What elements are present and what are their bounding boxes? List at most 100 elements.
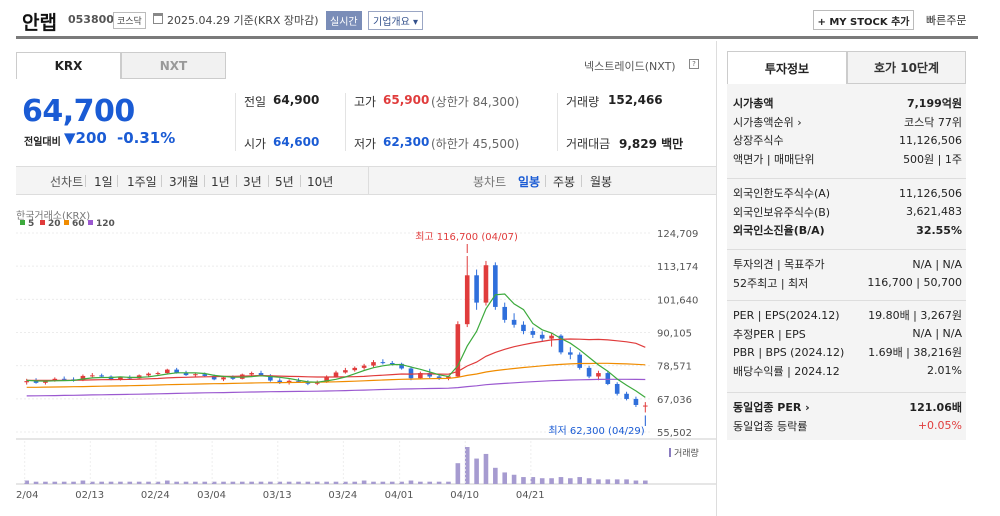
panel-row-divider <box>727 300 966 301</box>
invest-info-label: 액면가 | 매매단위 <box>733 152 815 166</box>
volume-bar <box>61 481 67 484</box>
period-toolbar <box>16 166 716 195</box>
invest-info-row: 외국인보유주식수(B) 3,621,483 <box>733 203 962 221</box>
ma120-line <box>26 378 646 397</box>
period-10y[interactable]: 10년 <box>307 175 334 189</box>
period-3m[interactable]: 3개월 <box>169 175 199 189</box>
period-3y[interactable]: 3년 <box>243 175 262 189</box>
ma20-line <box>26 338 646 381</box>
volume-bar <box>146 481 151 484</box>
volume-bar <box>427 481 433 484</box>
x-tick-label: 02/24 <box>141 490 170 501</box>
open-value: 64,600 <box>273 135 320 149</box>
y-tick-label: 78,571 <box>657 362 692 373</box>
volume-bar <box>174 481 179 484</box>
stock-code: 053800 <box>68 13 114 26</box>
invest-info-row: 추정PER | EPS N/A | N/A <box>733 325 962 343</box>
candle-body <box>118 377 123 380</box>
volume-bar <box>118 481 123 484</box>
candle-body <box>455 324 461 377</box>
chart-source: 한국거래소(KRX) <box>16 211 91 222</box>
candle-body <box>33 381 39 383</box>
invest-info-row: PBR | BPS (2024.12) 1.69배 | 38,216원 <box>733 343 962 361</box>
candlestick-chart[interactable]: 5 20 60 120 124,709 113,174 101,640 90,105 78,57… <box>16 200 716 516</box>
candle-body <box>146 373 151 376</box>
legend-swatch <box>40 220 45 225</box>
x-tick-label: 03/04 <box>197 490 226 501</box>
candle-chart-tab[interactable]: 봉차트 <box>473 175 507 189</box>
period-1y[interactable]: 1년 <box>211 175 230 189</box>
help-icon[interactable]: ? <box>689 59 699 69</box>
mystock-add-button[interactable]: + MY STOCK 추가 <box>813 10 914 30</box>
volume-bar <box>511 474 517 484</box>
tab-krx[interactable]: KRX <box>16 52 121 79</box>
tab-nxt[interactable]: NXT <box>121 52 226 79</box>
invest-info-value: 11,126,506 <box>899 186 962 200</box>
invest-info-row: 시가총액 7,199억원 <box>733 94 962 112</box>
candle-body <box>568 352 573 355</box>
upper-limit: (상한가 84,300) <box>431 95 520 109</box>
volume-bar <box>80 480 86 484</box>
volume-bar <box>605 479 611 484</box>
volume-bar <box>464 447 470 484</box>
volume-bar <box>577 477 583 484</box>
invest-info-row: 시가총액순위 › 코스닥 77위 <box>733 113 962 131</box>
invest-info-label: 배당수익률 | 2024.12 <box>733 364 840 378</box>
open-label: 시가 <box>244 137 267 151</box>
candle-weekly[interactable]: 주봉 <box>553 175 576 189</box>
panel-row-divider <box>727 249 966 250</box>
tab-ask-10[interactable]: 호가 10단계 <box>847 51 966 84</box>
volume-bar <box>436 481 442 484</box>
legend-swatch <box>20 220 25 225</box>
invest-info-row: PER | EPS(2024.12) 19.80배 | 3,267원 <box>733 306 962 324</box>
y-tick-label: 113,174 <box>657 262 698 273</box>
y-tick-label: 124,709 <box>657 229 698 240</box>
candle-monthly[interactable]: 월봉 <box>590 175 613 189</box>
candle-body <box>446 376 451 378</box>
candle-body <box>324 376 329 382</box>
x-tick-label: 04/21 <box>516 490 545 501</box>
volume-bar <box>258 481 264 484</box>
tab-invest-info[interactable]: 투자정보 <box>727 51 847 84</box>
invest-info-value: 코스닥 77위 <box>904 115 962 129</box>
company-overview-button[interactable]: 기업개요 ▾ <box>368 11 423 30</box>
period-1d[interactable]: 1일 <box>94 175 113 189</box>
period-1w[interactable]: 1주일 <box>127 175 157 189</box>
candle-body <box>202 374 208 376</box>
candle-body <box>296 380 301 382</box>
volume-bar <box>296 481 301 484</box>
candle-daily[interactable]: 일봉 <box>518 175 541 189</box>
invest-info-label: PER | EPS(2024.12) <box>733 308 840 322</box>
quick-order-link[interactable]: 빠른주문 <box>926 14 967 27</box>
period-5y[interactable]: 5년 <box>275 175 294 189</box>
volume-bar <box>483 453 489 484</box>
max-price-label: 최고 116,700 (04/07) <box>415 231 518 243</box>
line-chart-tab[interactable]: 선차트 <box>50 175 84 189</box>
candle-body <box>333 372 339 377</box>
nextrade-link[interactable]: 넥스트레이드(NXT) <box>584 60 676 73</box>
volume-bar <box>183 481 189 484</box>
volume-bar <box>539 478 545 484</box>
candle-body <box>436 376 442 378</box>
volume-bar <box>305 481 311 484</box>
volume-bar <box>418 481 423 484</box>
x-tick-label: 02/04 <box>16 490 39 501</box>
candle-body <box>193 374 198 376</box>
invest-info-panel <box>727 84 966 440</box>
trade-value-label: 거래대금 <box>566 137 611 151</box>
volume-bar <box>389 481 395 484</box>
candle-body <box>596 373 601 377</box>
candle-body <box>586 367 592 377</box>
change-label: 전일대비 <box>24 137 61 148</box>
legend-label: 60 <box>72 219 85 229</box>
candle-body <box>530 331 536 335</box>
volume-bar <box>614 479 620 484</box>
candle-body <box>286 380 292 383</box>
min-price-label: 최저 62,300 (04/29) <box>548 425 644 437</box>
legend-label: 5 <box>28 219 34 229</box>
invest-info-value: 32.55% <box>916 223 962 237</box>
volume-bar <box>343 481 348 484</box>
high-label: 고가 <box>354 95 377 109</box>
legend-swatch <box>64 220 69 225</box>
volume-bar <box>24 480 29 484</box>
